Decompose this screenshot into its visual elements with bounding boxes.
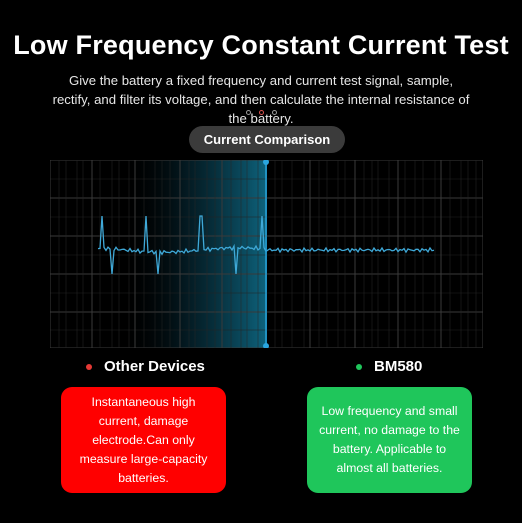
bm580-card: Low frequency and small current, no dama… [307, 387, 472, 493]
legend-bm580: BM580 [356, 358, 422, 375]
divider-top-dot [263, 160, 269, 165]
legend-other-devices: Other Devices [86, 358, 205, 375]
comparison-label: Current Comparison [189, 126, 345, 153]
legend-label-other: Other Devices [104, 358, 205, 375]
divider-bottom-dot [263, 343, 269, 348]
legend-bullet-red [86, 363, 92, 370]
carousel-dot-active[interactable] [258, 110, 264, 115]
other-devices-card: Instantaneous high current, damage elect… [61, 387, 226, 493]
bm580-description: Low frequency and small current, no dama… [319, 404, 460, 475]
legend-bullet-green [356, 363, 362, 370]
other-devices-description: Instantaneous high current, damage elect… [79, 394, 208, 485]
carousel-dot[interactable] [271, 110, 277, 115]
carousel-indicator [0, 110, 522, 120]
signal-comparison-chart [50, 160, 483, 348]
carousel-dot[interactable] [245, 110, 251, 115]
highlight-glow [120, 160, 267, 348]
legend-label-bm580: BM580 [374, 358, 423, 375]
page-title: Low Frequency Constant Current Test [13, 30, 509, 60]
page-subtitle: Give the battery a fixed frequency and c… [52, 73, 470, 126]
